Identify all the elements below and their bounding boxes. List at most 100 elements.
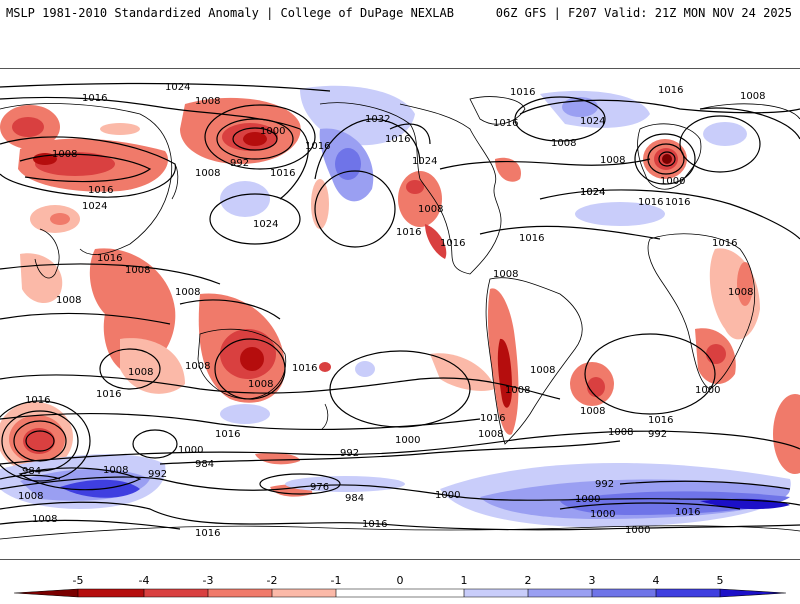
- colorbar-tick: 0: [397, 574, 404, 587]
- isobar-label: 1008: [32, 514, 57, 525]
- isobar-label: 1008: [580, 406, 605, 417]
- isobar-label: 992: [230, 158, 249, 169]
- isobar-label: 1016: [480, 413, 505, 424]
- isobar-label: 1000: [590, 509, 615, 520]
- title-bar: MSLP 1981-2010 Standardized Anomaly | Co…: [0, 0, 800, 26]
- isobar-label: 1016: [25, 395, 50, 406]
- isobar-label: 1016: [440, 238, 465, 249]
- coast-australia: [197, 328, 287, 400]
- coast-north-america: [319, 102, 502, 275]
- isobar-label: 976: [310, 482, 329, 493]
- isobar-label: 1016: [712, 238, 737, 249]
- isobar-label: 1008: [493, 269, 518, 280]
- model-run-info: 06Z GFS | F207 Valid: 21Z MON NOV 24 202…: [495, 6, 792, 20]
- colorbar-tick: 3: [589, 574, 596, 587]
- isobar-label: 1008: [740, 91, 765, 102]
- coast-india: [34, 228, 60, 279]
- isobar-label: 1008: [728, 287, 753, 298]
- colorbar-tick: 1: [461, 574, 468, 587]
- isobar-label: 1008: [608, 427, 633, 438]
- colorbar-tick: -2: [267, 574, 278, 587]
- colorbar-tick: -4: [139, 574, 150, 587]
- isobar-label: 1008: [175, 287, 200, 298]
- isobar-label: 1000: [660, 176, 685, 187]
- isobar-label: 1016: [270, 168, 295, 179]
- isobar-label: 1008: [128, 367, 153, 378]
- coast-antarctica: [0, 525, 800, 540]
- isobar-label: 1024: [412, 156, 437, 167]
- isobar-label: 1008: [18, 491, 43, 502]
- isobar-label: 1008: [195, 168, 220, 179]
- colorbar-bin: [656, 589, 720, 597]
- isobar-label: 1024: [580, 187, 605, 198]
- colorbar-tick: -5: [73, 574, 84, 587]
- isobar-label: 984: [22, 466, 41, 477]
- coast-africa: [647, 233, 756, 390]
- isobar-label: 1016: [195, 528, 220, 539]
- isobar-label: 992: [148, 469, 167, 480]
- colorbar-tick: 5: [717, 574, 724, 587]
- isobar-label: 1024: [165, 82, 190, 93]
- isobar-label: 1016: [88, 185, 113, 196]
- isobar-label: 1016: [305, 141, 330, 152]
- isobars: [0, 82, 800, 531]
- isobar-label: 1016: [385, 134, 410, 145]
- isobar-label: 1016: [96, 389, 121, 400]
- colorbar-bin: [208, 589, 272, 597]
- colorbar-bin: [592, 589, 656, 597]
- coast-europe: [637, 123, 702, 190]
- isobar-label: 1008: [551, 138, 576, 149]
- isobar-label: 1000: [435, 490, 460, 501]
- isobar-label: 1008: [418, 204, 443, 215]
- isobar-label: 1000: [260, 126, 285, 137]
- isobar-label: 1024: [580, 116, 605, 127]
- isobar-labels: 1024 1016 1008 1008 1000 992 1016 1032 1…: [18, 82, 765, 539]
- isobar-label: 1016: [292, 363, 317, 374]
- isobar-label: 1008: [125, 265, 150, 276]
- isobar-label: 1024: [82, 201, 107, 212]
- isobar-label: 1000: [695, 385, 720, 396]
- coast-japan: [171, 163, 179, 200]
- colorbar-bin: [144, 589, 208, 597]
- coast-south-america: [485, 277, 583, 445]
- isobar-label: 1016: [82, 93, 107, 104]
- isobar-label: 1016: [493, 118, 518, 129]
- colorbar-tick: -1: [331, 574, 342, 587]
- colorbar-bin: [528, 589, 592, 597]
- coastlines: [0, 96, 800, 540]
- isobar-label: 1016: [97, 253, 122, 264]
- isobar-label: 1016: [648, 415, 673, 426]
- isobar-label: 984: [195, 459, 214, 470]
- colorbar-arrow-left: [14, 589, 78, 597]
- isobar-label: 1016: [362, 519, 387, 530]
- isobar-label: 1008: [248, 379, 273, 390]
- anomaly-neg-far-east: [773, 394, 800, 474]
- colorbar-bin: [78, 589, 144, 597]
- coast-asia: [0, 103, 800, 255]
- isobar-label: 1016: [396, 227, 421, 238]
- isobar-label: 1008: [195, 96, 220, 107]
- anomaly-colorbar: -5 -4 -3 -2 -1 0 1 2 3 4 5: [0, 560, 800, 600]
- isobar-label: 1024: [253, 219, 278, 230]
- isobar-label: 1008: [600, 155, 625, 166]
- isobar-label: 1000: [575, 494, 600, 505]
- isobar-label: 1008: [185, 361, 210, 372]
- isobar-label: 992: [648, 429, 667, 440]
- isobar-label: 1016: [510, 87, 535, 98]
- isobar-label: 1016: [215, 429, 240, 440]
- isobar-label: 1016: [665, 197, 690, 208]
- map-panel: 1024 1016 1008 1008 1000 992 1016 1032 1…: [0, 68, 800, 560]
- isobar-label: 1008: [530, 365, 555, 376]
- isobar-label: 1008: [56, 295, 81, 306]
- colorbar-tick: 2: [525, 574, 532, 587]
- isobar-label: 1008: [478, 429, 503, 440]
- anomaly-shading: [0, 85, 800, 528]
- isobar-label: 1032: [365, 114, 390, 125]
- colorbar-ticks: -5 -4 -3 -2 -1 0 1 2 3 4 5: [73, 574, 724, 587]
- map-title: MSLP 1981-2010 Standardized Anomaly | Co…: [6, 6, 454, 20]
- colorbar-bin: [464, 589, 528, 597]
- isobar-label: 1016: [519, 233, 544, 244]
- isobar-label: 1016: [675, 507, 700, 518]
- coast-nz: [321, 403, 329, 430]
- isobar-label: 1000: [395, 435, 420, 446]
